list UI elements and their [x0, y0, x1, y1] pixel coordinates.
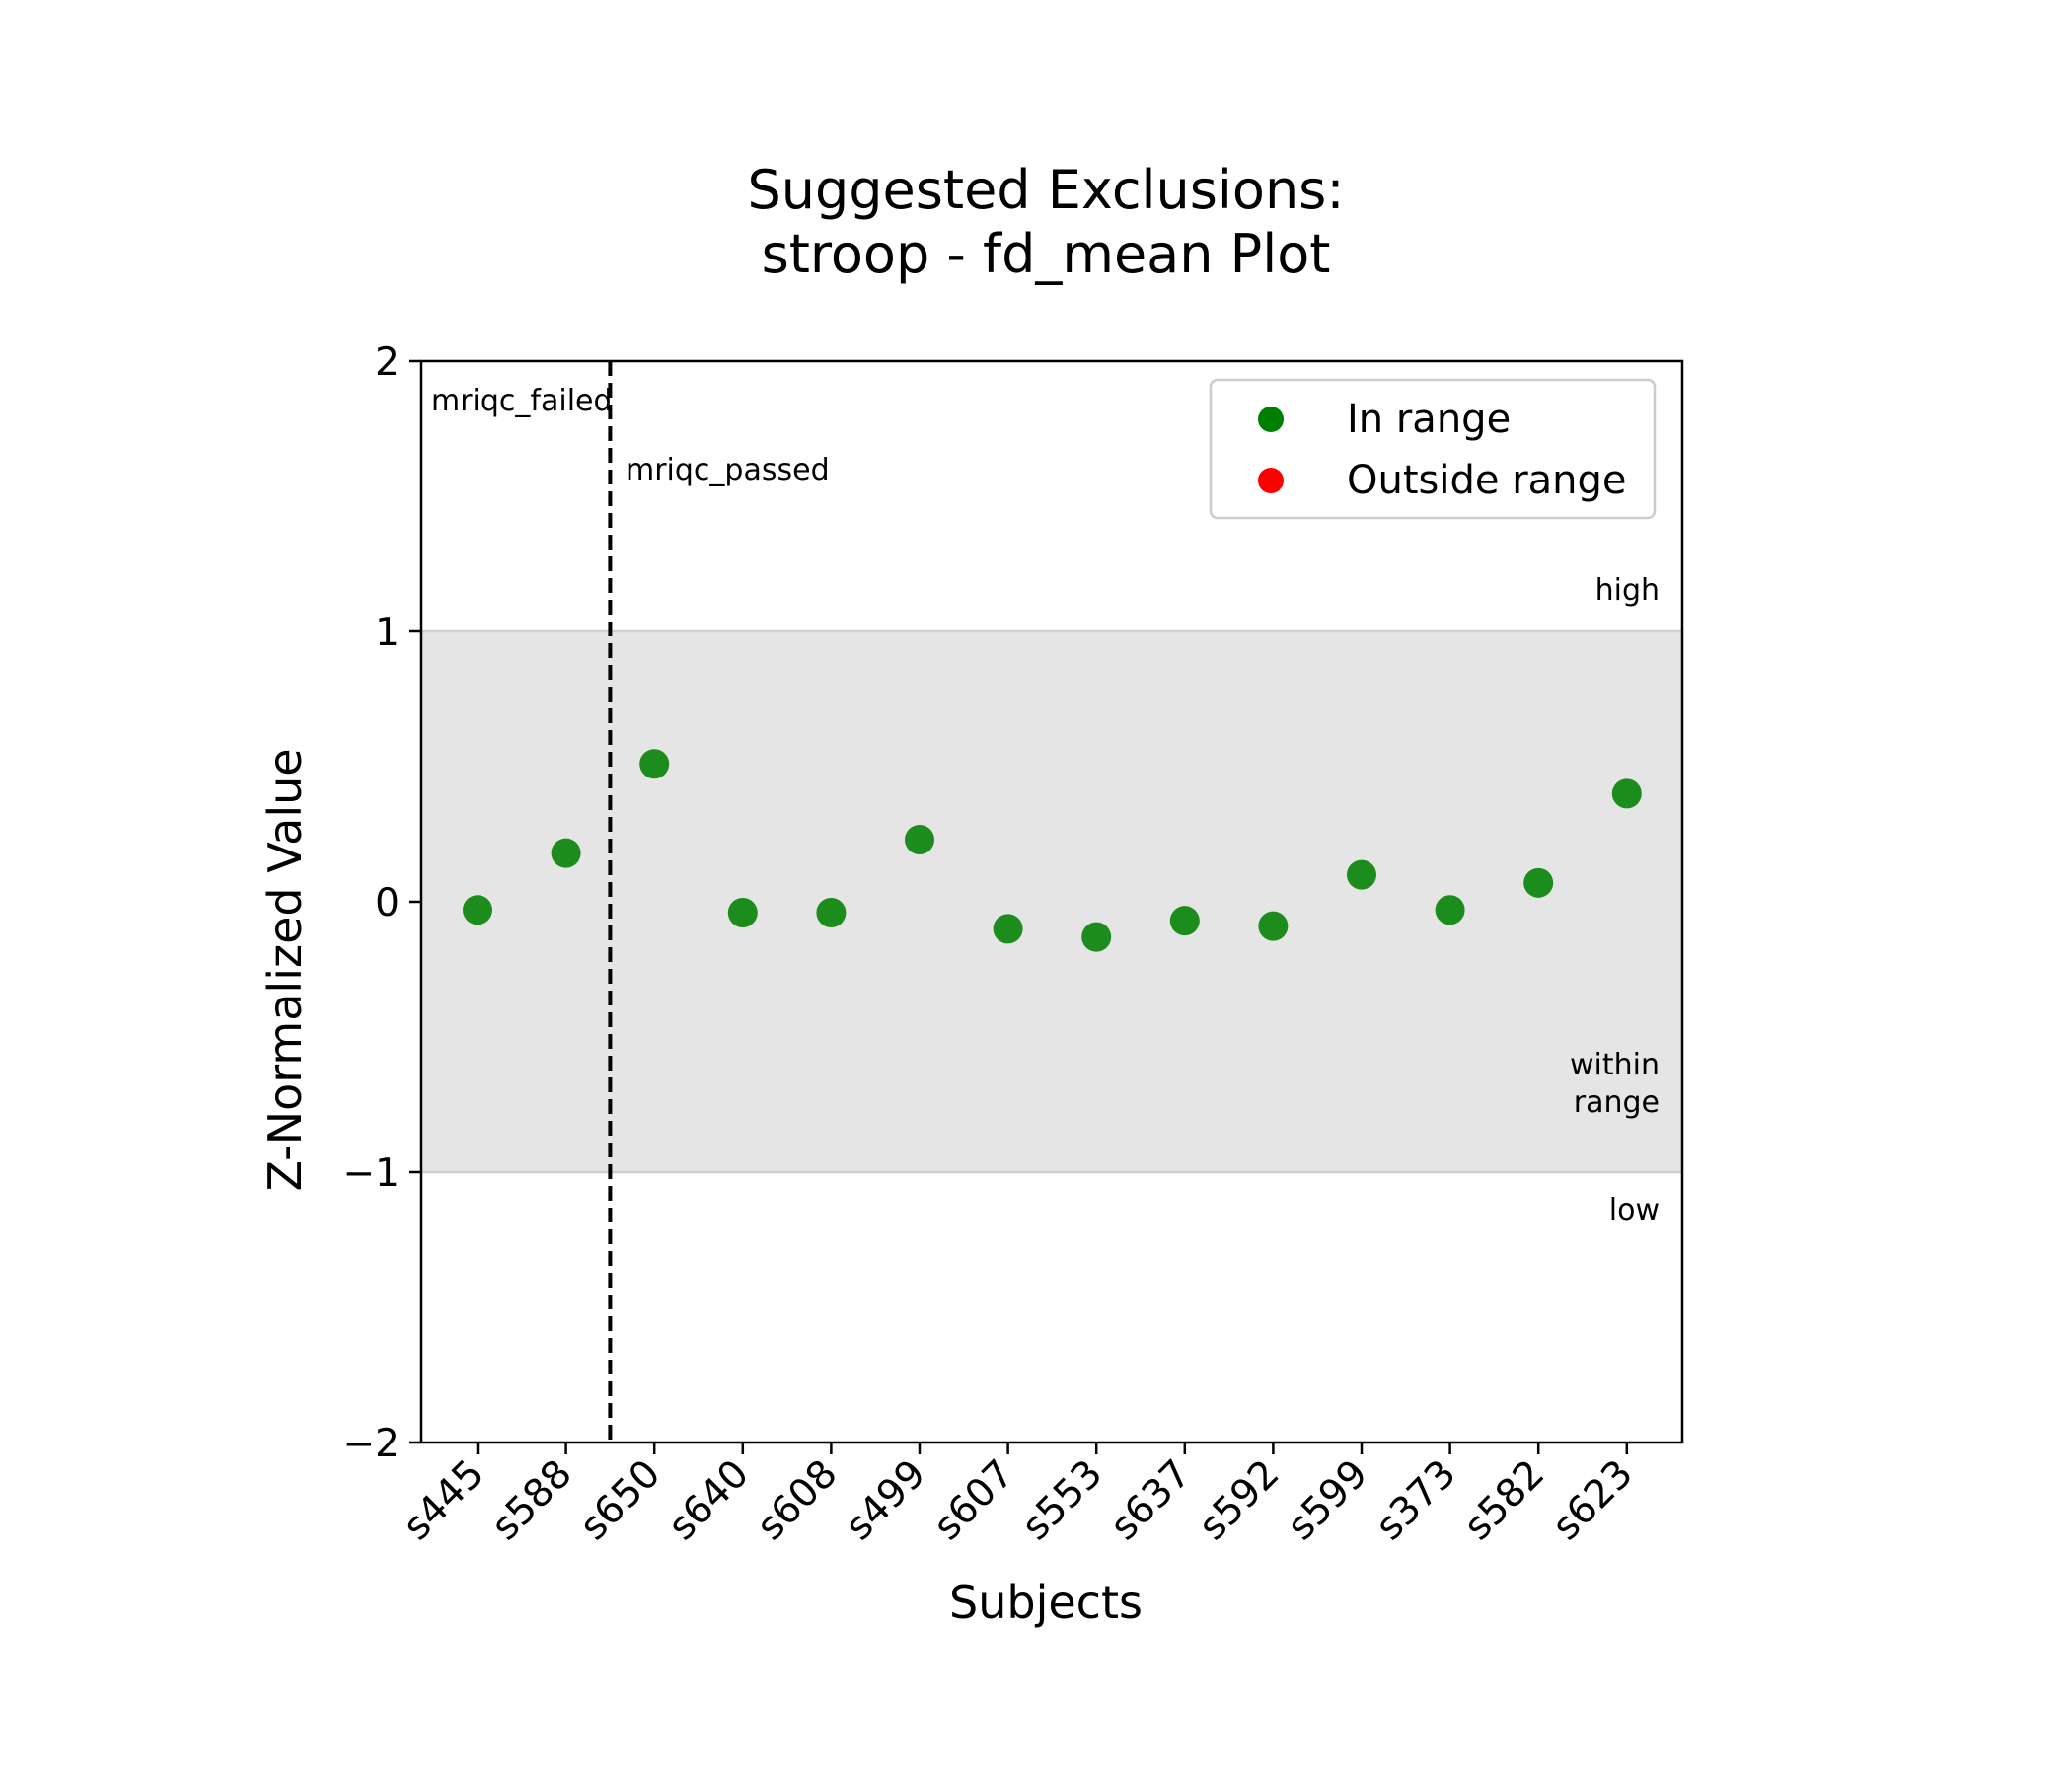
legend-label-outside-range: Outside range: [1347, 458, 1627, 503]
data-point: [551, 838, 581, 868]
y-tick-label: 0: [375, 881, 400, 925]
data-point: [1347, 859, 1376, 890]
x-axis-ticks: s445s588s650s640s608s499s607s553s637s592…: [395, 1443, 1642, 1549]
x-tick-label: s592: [1191, 1451, 1289, 1549]
data-point: [993, 914, 1023, 944]
y-tick-label: −1: [343, 1151, 401, 1196]
x-tick-label: s582: [1455, 1451, 1553, 1549]
y-axis-label: Z-Normalized Value: [259, 748, 312, 1191]
points-layer: [463, 749, 1642, 952]
legend-label-in-range: In range: [1347, 397, 1511, 442]
mriqc-passed-label: mriqc_passed: [626, 453, 830, 487]
chart-title-line1: Suggested Exclusions:: [747, 159, 1344, 221]
legend-marker-outside-range: [1258, 468, 1284, 493]
plot-frame: [419, 359, 1684, 1444]
x-tick-label: s650: [571, 1451, 669, 1549]
legend-marker-in-range: [1258, 407, 1284, 432]
within-label-line2: range: [1574, 1085, 1660, 1120]
x-tick-label: s637: [1102, 1451, 1200, 1549]
data-point: [905, 824, 934, 854]
data-point: [816, 897, 847, 927]
x-tick-label: s588: [483, 1451, 581, 1549]
x-tick-label: s623: [1544, 1451, 1642, 1549]
data-point: [1611, 778, 1642, 809]
low-label: low: [1609, 1193, 1660, 1227]
x-tick-label: s373: [1368, 1451, 1465, 1549]
high-label: high: [1595, 573, 1660, 608]
x-tick-label: s445: [395, 1451, 492, 1549]
x-tick-label: s553: [1013, 1451, 1111, 1549]
x-axis-label: Subjects: [949, 1576, 1143, 1629]
data-point: [727, 897, 758, 927]
y-tick-label: 2: [375, 340, 400, 385]
data-point: [463, 895, 492, 925]
y-tick-label: −2: [343, 1422, 401, 1466]
chart-title-line2: stroop - fd_mean Plot: [762, 223, 1331, 285]
y-tick-label: 1: [375, 611, 400, 655]
legend-box: [1209, 378, 1657, 520]
legend: In range Outside range: [1209, 378, 1657, 520]
x-tick-label: s607: [925, 1451, 1023, 1549]
x-tick-label: s640: [660, 1451, 758, 1549]
y-axis-ticks: 2 1 0 −1 −2: [343, 340, 421, 1466]
mriqc-failed-label: mriqc_failed: [431, 384, 613, 418]
x-tick-label: s499: [837, 1451, 934, 1549]
data-point: [1081, 922, 1112, 952]
x-tick-label: s599: [1279, 1451, 1376, 1549]
x-tick-label: s608: [749, 1451, 847, 1549]
within-range-band: [421, 631, 1682, 1172]
data-point: [639, 749, 670, 779]
data-point: [1523, 867, 1554, 898]
data-point: [1258, 911, 1289, 941]
data-point: [1169, 906, 1200, 936]
within-label-line1: within: [1570, 1048, 1660, 1082]
data-point: [1435, 895, 1465, 925]
